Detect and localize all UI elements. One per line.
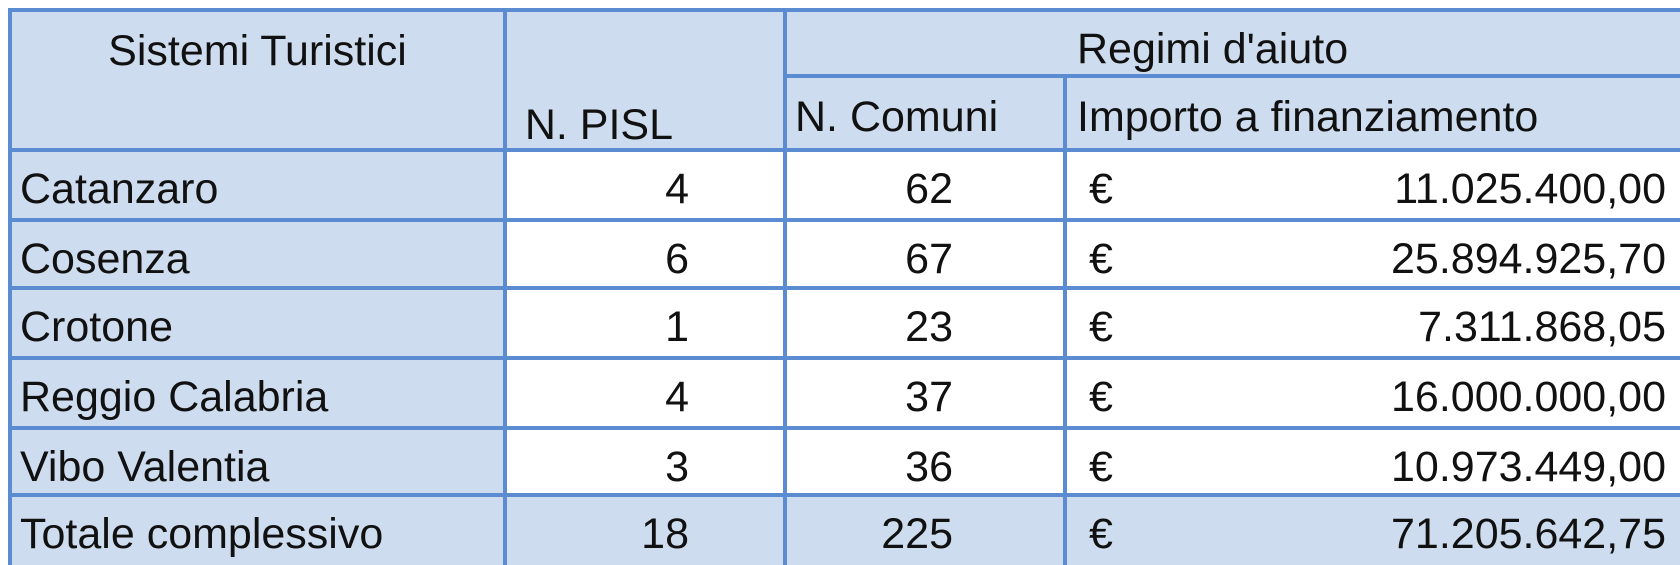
row-label: Vibo Valentia bbox=[20, 443, 270, 491]
cell: 23 bbox=[783, 286, 1067, 360]
header-text: Sistemi Turistici bbox=[108, 27, 407, 75]
cell-text: 18 bbox=[641, 510, 689, 558]
cell-text: 62 bbox=[905, 165, 953, 213]
currency: € bbox=[1089, 510, 1113, 558]
cell-text: 23 bbox=[905, 303, 953, 351]
cell: €16.000.000,00 bbox=[1063, 356, 1680, 430]
row-label: Cosenza bbox=[20, 235, 190, 283]
row-label: Crotone bbox=[20, 303, 173, 351]
cell: 4 bbox=[503, 356, 787, 430]
cell: 37 bbox=[783, 356, 1067, 430]
header-cell: Sistemi Turistici bbox=[8, 8, 507, 152]
cell: 18 bbox=[503, 493, 787, 565]
row-label-cell: Reggio Calabria bbox=[8, 356, 507, 430]
cell: 36 bbox=[783, 426, 1067, 497]
currency: € bbox=[1089, 303, 1113, 351]
row-label-cell: Crotone bbox=[8, 286, 507, 360]
cell: €11.025.400,00 bbox=[1063, 148, 1680, 222]
cell-text: 225 bbox=[881, 510, 953, 558]
cell-text: 37 bbox=[905, 373, 953, 421]
cell-text: 3 bbox=[665, 443, 689, 491]
header-cell: Regimi d'aiuto bbox=[783, 8, 1680, 78]
amount: 25.894.925,70 bbox=[1391, 235, 1666, 283]
row-label: Catanzaro bbox=[20, 165, 219, 213]
currency: € bbox=[1089, 235, 1113, 283]
header-text: N. PISL bbox=[524, 101, 673, 149]
row-label-cell: Totale complessivo bbox=[8, 493, 507, 565]
cell: 225 bbox=[783, 493, 1067, 565]
row-label: Totale complessivo bbox=[20, 510, 384, 558]
cell-text: 4 bbox=[665, 165, 689, 213]
header-text: N. Comuni bbox=[795, 93, 999, 141]
cell-text: 4 bbox=[665, 373, 689, 421]
row-label-cell: Catanzaro bbox=[8, 148, 507, 222]
cell-text: 1 bbox=[665, 303, 689, 351]
cell: 6 bbox=[503, 218, 787, 290]
row-label: Reggio Calabria bbox=[20, 373, 329, 421]
row-label-cell: Cosenza bbox=[8, 218, 507, 290]
amount: 7.311.868,05 bbox=[1418, 303, 1666, 351]
amount: 71.205.642,75 bbox=[1391, 510, 1666, 558]
amount: 16.000.000,00 bbox=[1391, 373, 1666, 421]
header-text: Regimi d'aiuto bbox=[1077, 25, 1349, 73]
header-text: Importo a finanziamento bbox=[1077, 93, 1539, 141]
currency: € bbox=[1089, 443, 1113, 491]
cell-text: 67 bbox=[905, 235, 953, 283]
cell: 4 bbox=[503, 148, 787, 222]
cell: €7.311.868,05 bbox=[1063, 286, 1680, 360]
cell: 3 bbox=[503, 426, 787, 497]
header-cell: N. Comuni bbox=[783, 74, 1067, 152]
currency: € bbox=[1089, 373, 1113, 421]
cell: €71.205.642,75 bbox=[1063, 493, 1680, 565]
cell: €25.894.925,70 bbox=[1063, 218, 1680, 290]
header-cell: N. PISL bbox=[503, 8, 787, 152]
amount: 10.973.449,00 bbox=[1391, 443, 1666, 491]
cell: 1 bbox=[503, 286, 787, 360]
cell: 62 bbox=[783, 148, 1067, 222]
cell: 67 bbox=[783, 218, 1067, 290]
header-cell: Importo a finanziamento bbox=[1063, 74, 1680, 152]
cell-text: 6 bbox=[665, 235, 689, 283]
currency: € bbox=[1089, 165, 1113, 213]
cell: €10.973.449,00 bbox=[1063, 426, 1680, 497]
row-label-cell: Vibo Valentia bbox=[8, 426, 507, 497]
amount: 11.025.400,00 bbox=[1394, 165, 1666, 213]
cell-text: 36 bbox=[905, 443, 953, 491]
